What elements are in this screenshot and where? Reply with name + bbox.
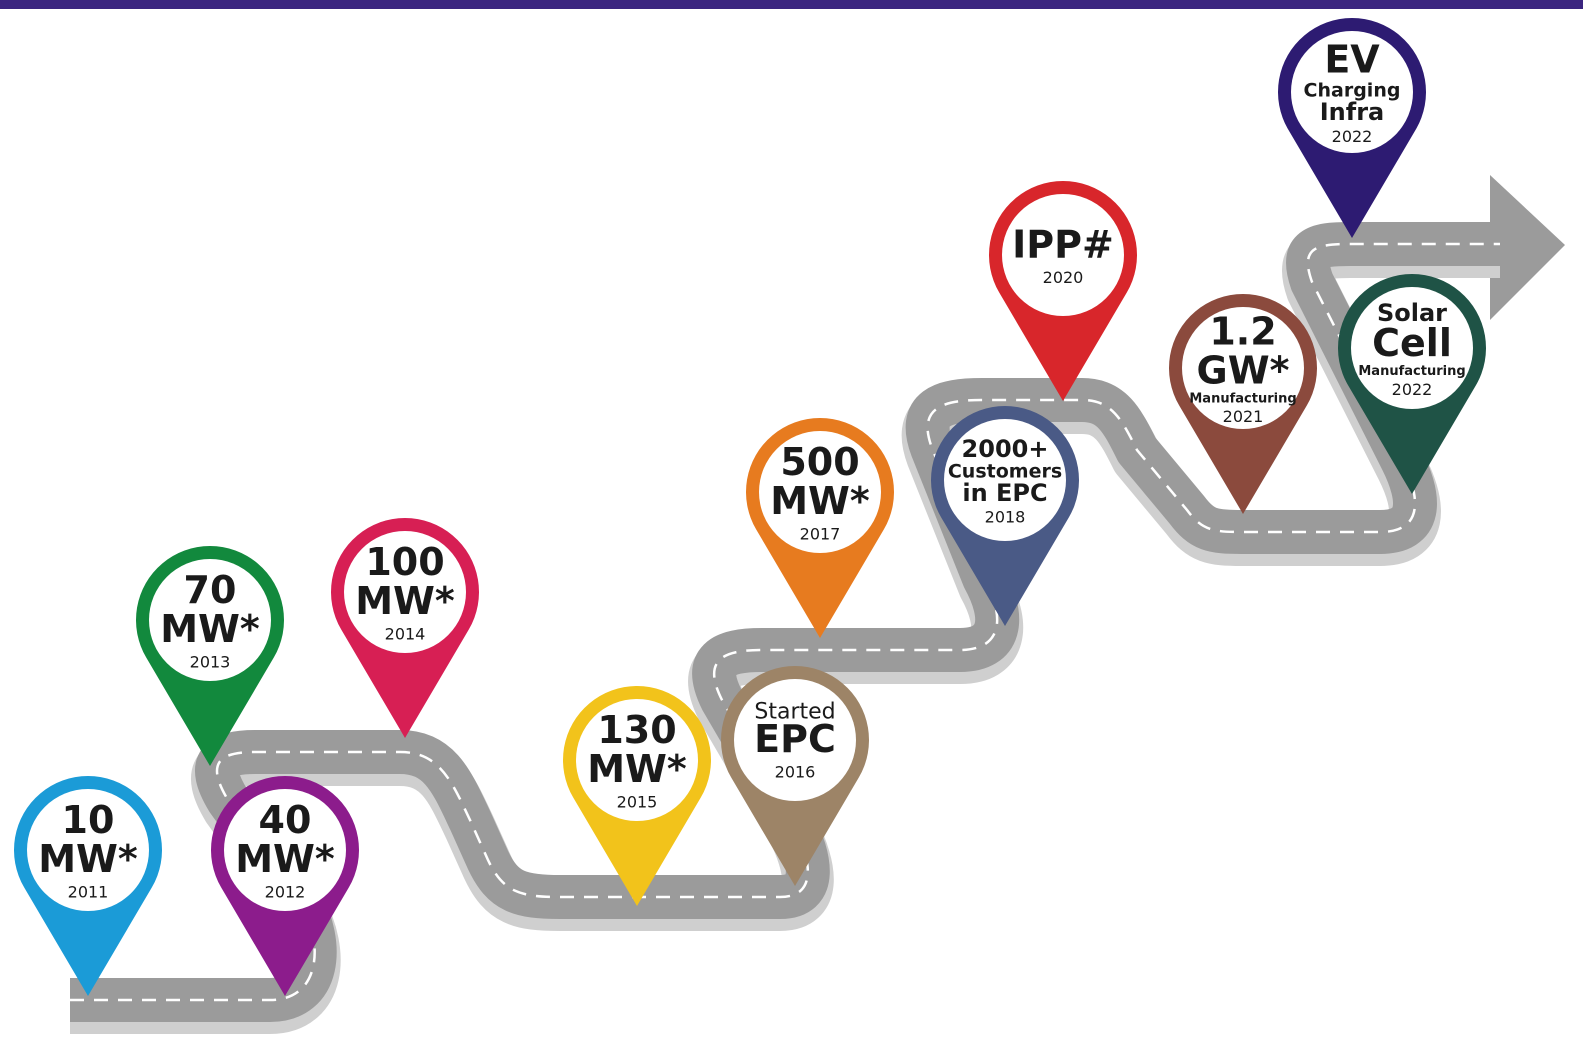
pin-label: MW* <box>160 607 260 651</box>
pin-label: EPC <box>754 717 836 761</box>
road-centerline <box>70 242 1500 1002</box>
pin-year: 2021 <box>1223 407 1264 426</box>
pin-face <box>576 699 698 821</box>
pin-label: IPP# <box>1012 223 1114 267</box>
pin-face <box>1182 307 1304 429</box>
pin-label: 130 <box>597 708 676 752</box>
pin-face <box>944 419 1066 541</box>
pin-face <box>1351 287 1473 409</box>
pin-face <box>1291 31 1413 153</box>
pin-label: Charging <box>1304 80 1401 102</box>
pin-face <box>759 431 881 553</box>
pin-label: 10 <box>62 798 115 842</box>
pin-face <box>27 789 149 911</box>
pin-label: MW* <box>38 837 138 881</box>
milestone-pin: IPP#2020 <box>988 180 1137 401</box>
milestones: 70MW*201310MW*201140MW*2012100MW*2014500… <box>14 17 1486 996</box>
pin-label: 2000+ <box>962 435 1049 463</box>
pin-year: 2013 <box>190 652 231 671</box>
pin-label: MW* <box>770 479 870 523</box>
top-band <box>0 0 1583 9</box>
pin-label: Cell <box>1372 321 1452 365</box>
pin-label: Solar <box>1377 299 1447 327</box>
pin-label: 500 <box>780 440 859 484</box>
pin-label: MW* <box>235 837 335 881</box>
pin-face <box>1002 194 1124 316</box>
pin-face <box>149 559 271 681</box>
pin-label: EV <box>1324 38 1380 82</box>
pin-year: 2020 <box>1043 268 1084 287</box>
road-arrow-head <box>1490 175 1565 320</box>
pin-label: in EPC <box>962 479 1047 507</box>
pin-year: 2018 <box>985 508 1026 527</box>
pin-label: 40 <box>259 798 312 842</box>
pin-year: 2011 <box>68 882 109 901</box>
pin-label: 100 <box>365 540 444 584</box>
pin-label: Manufacturing <box>1358 364 1465 379</box>
pin-year: 2017 <box>800 524 841 543</box>
pin-year: 2022 <box>1332 127 1373 146</box>
pin-year: 2022 <box>1392 380 1433 399</box>
pin-label: Started <box>754 700 835 725</box>
pin-label: GW* <box>1197 348 1290 392</box>
pin-face <box>734 679 856 801</box>
pin-label: 1.2 <box>1209 309 1276 353</box>
pin-label: 70 <box>184 568 237 612</box>
pin-label: MW* <box>587 747 687 791</box>
pin-face <box>344 531 466 653</box>
pin-label: MW* <box>355 579 455 623</box>
pin-year: 2012 <box>265 882 306 901</box>
pin-year: 2014 <box>385 624 426 643</box>
pin-label: Customers <box>948 461 1062 483</box>
pin-label: Manufacturing <box>1189 391 1296 406</box>
pin-face <box>224 789 346 911</box>
pin-year: 2016 <box>775 763 816 782</box>
road <box>70 175 1565 1034</box>
pin-label: Infra <box>1320 98 1385 126</box>
pin-year: 2015 <box>617 792 658 811</box>
